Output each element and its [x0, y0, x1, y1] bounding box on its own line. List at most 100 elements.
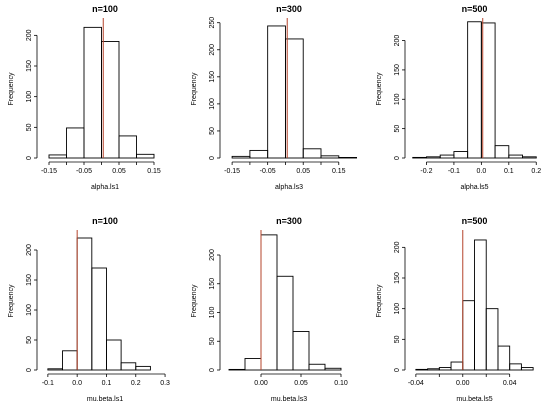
x-tick-label: -0.2: [420, 168, 432, 175]
x-tick-label: 0.15: [332, 168, 346, 175]
x-tick-label: 0.0: [72, 380, 82, 387]
histogram-bar: [412, 156, 427, 159]
x-tick-label: 0.05: [296, 168, 310, 175]
histogram-bar: [284, 38, 304, 159]
histogram-bar: [494, 145, 510, 159]
histogram-bar: [308, 363, 326, 371]
histogram-panel-4: n=100 -0.1 0.0 0.1 0.2 0.3 mu.beta.ls1 0 50 100 15…: [8, 216, 170, 403]
y-tick-label: 50: [394, 125, 401, 133]
histogram-bar: [249, 149, 269, 159]
histogram-bar: [47, 368, 63, 371]
histogram-bar: [522, 156, 537, 159]
panel-title: n=300: [276, 216, 302, 226]
x-tick-label: 0.1: [102, 380, 112, 387]
x-tick-label: 0.00: [254, 380, 268, 387]
histogram-bar: [415, 368, 429, 371]
y-tick-label: 150: [394, 64, 401, 76]
y-tick-label: 200: [209, 44, 216, 56]
histogram-panel-1: n=100 -0.15 -0.05 0.05 0.15 alpha.ls1 0 50 100 15…: [8, 4, 161, 191]
histogram-bar: [136, 153, 155, 159]
histogram-bar: [508, 154, 523, 159]
x-axis-label: mu.beta.ls1: [87, 396, 123, 403]
histogram-bar: [509, 363, 522, 371]
panel-title: n=500: [462, 216, 488, 226]
histogram-bar: [467, 21, 482, 159]
x-axis-label: alpha.ls5: [460, 184, 488, 191]
histogram-bar: [135, 365, 151, 371]
histogram-bar: [520, 367, 534, 371]
histogram-bar: [453, 151, 469, 159]
histogram-bar: [76, 237, 93, 371]
x-tick-label: 0.3: [160, 380, 170, 387]
y-tick-label: 150: [209, 71, 216, 83]
x-tick-label: 0.10: [334, 380, 348, 387]
y-tick-label: 50: [209, 337, 216, 345]
y-tick-label: 50: [26, 123, 33, 131]
y-axis-label: Frequency: [8, 72, 15, 106]
histogram-bar: [106, 339, 122, 371]
y-tick-label: 50: [26, 336, 33, 344]
y-tick-label: 100: [209, 98, 216, 110]
panel-title: n=300: [276, 4, 302, 14]
y-tick-label: 200: [209, 249, 216, 261]
histogram-bar: [450, 361, 464, 371]
histogram-panel-3: n=500 -0.2 -0.1 0.0 0.1 0.2 alpha.ls5 0 50 100 150…: [376, 4, 541, 191]
y-tick-label: 150: [26, 60, 33, 72]
histogram-bar: [48, 154, 67, 159]
y-tick-label: 0: [394, 368, 401, 372]
x-tick-label: -0.05: [76, 168, 92, 175]
y-tick-label: 50: [209, 127, 216, 135]
histogram-bar: [439, 154, 455, 159]
histogram-bar: [228, 368, 246, 371]
histogram-bar: [427, 368, 440, 371]
y-axis-label: Frequency: [191, 72, 198, 106]
y-tick-label: 200: [394, 35, 401, 47]
x-tick-label: 0.0: [476, 168, 486, 175]
x-axis-label: alpha.ls1: [91, 184, 119, 191]
histogram-bar: [231, 155, 251, 159]
y-tick-label: 0: [209, 156, 216, 160]
histogram-bar: [292, 331, 310, 371]
histogram-bar: [120, 362, 137, 371]
histogram-bar: [338, 157, 358, 159]
x-tick-label: -0.05: [260, 168, 276, 175]
x-tick-label: -0.04: [408, 380, 424, 387]
x-axis-label: mu.beta.ls3: [271, 396, 307, 403]
y-tick-label: 100: [209, 307, 216, 319]
x-tick-label: 0.04: [503, 380, 517, 387]
x-tick-label: 0.05: [294, 380, 308, 387]
x-tick-label: -0.15: [224, 168, 240, 175]
histogram-panel-5: n=300 0.00 0.05 0.10 mu.beta.ls3 0 50 100 150 200…: [191, 216, 348, 403]
x-tick-label: -0.15: [41, 168, 57, 175]
y-tick-label: 0: [26, 156, 33, 160]
histogram-panel-6: n=500 -0.04 0.00 0.04 mu.beta.ls5 0 50 100 150 20…: [376, 216, 534, 403]
y-axis-label: Frequency: [191, 284, 198, 318]
histogram-bar: [426, 156, 441, 159]
histogram-bar: [118, 135, 137, 159]
x-tick-label: 0.05: [112, 168, 126, 175]
x-tick-label: 0.2: [531, 168, 541, 175]
y-tick-label: 100: [394, 93, 401, 105]
y-tick-label: 200: [26, 29, 33, 41]
x-axis-label: alpha.ls3: [275, 184, 303, 191]
x-tick-label: 0.2: [131, 380, 141, 387]
y-tick-label: 250: [209, 17, 216, 29]
histogram-bar: [260, 234, 278, 371]
y-tick-label: 0: [394, 156, 401, 160]
y-axis-label: Frequency: [376, 72, 383, 106]
x-tick-label: 0.15: [147, 168, 161, 175]
histogram-bar: [462, 300, 475, 371]
y-tick-label: 200: [26, 244, 33, 256]
histogram-bar: [480, 22, 496, 159]
x-tick-label: 0.1: [504, 168, 514, 175]
panel-title: n=500: [462, 4, 488, 14]
histogram-bar: [267, 25, 286, 159]
histogram-bar: [324, 367, 342, 371]
y-tick-label: 100: [26, 304, 33, 316]
histogram-bar: [302, 148, 322, 159]
histogram-bar: [91, 267, 107, 371]
histogram-bar: [101, 41, 120, 159]
histogram-bar: [83, 26, 102, 159]
y-tick-label: 200: [394, 241, 401, 253]
